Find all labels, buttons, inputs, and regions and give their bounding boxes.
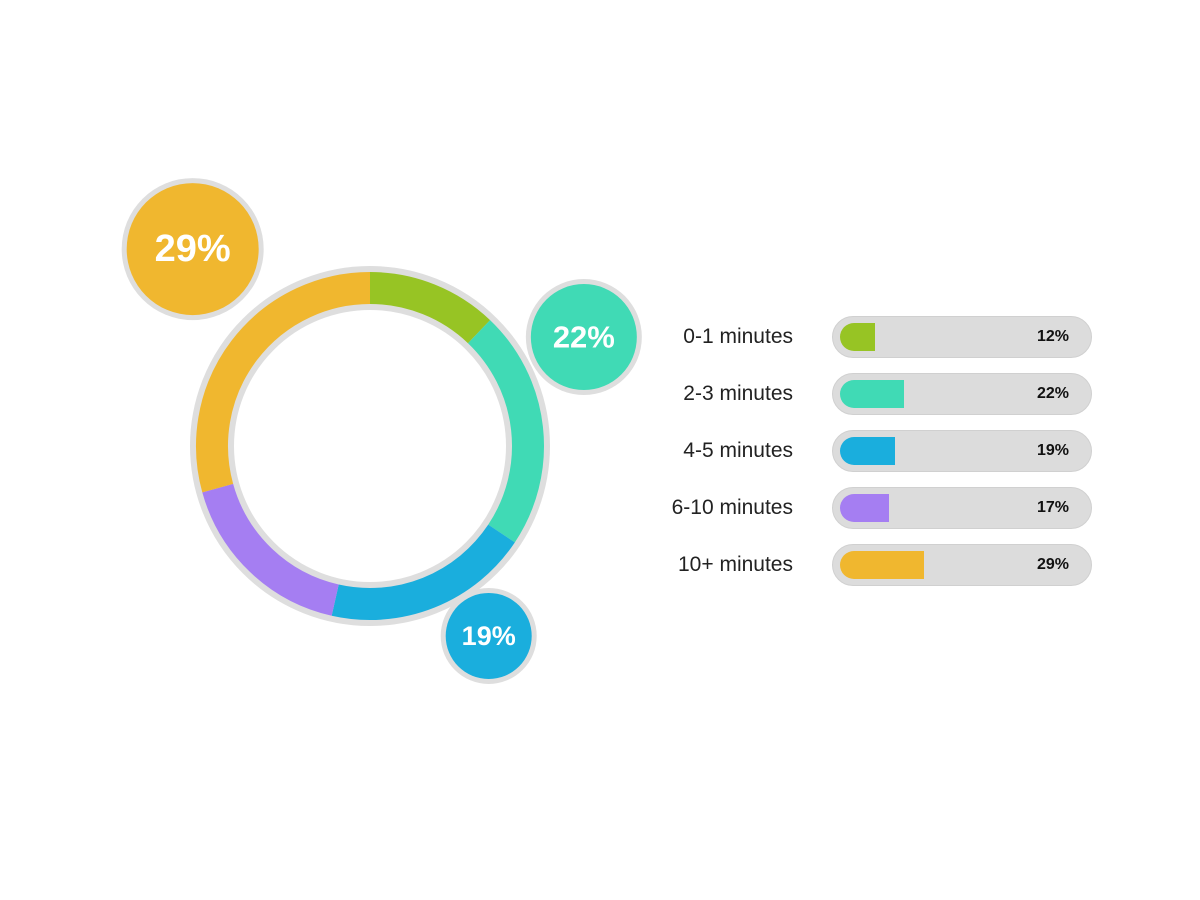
callout-bubble <box>126 183 259 316</box>
bar-fill <box>840 494 889 522</box>
legend-label: 6-10 minutes <box>671 496 793 519</box>
legend-row: 4-5 minutes 19% <box>600 430 1100 472</box>
callout-label: 19% <box>462 621 516 651</box>
callout-label: 29% <box>155 228 231 270</box>
legend-label: 10+ minutes <box>678 553 793 576</box>
bar-value-label: 29% <box>1036 556 1069 573</box>
bar-fill <box>840 380 904 408</box>
donut-segment <box>196 272 371 493</box>
legend-label: 0-1 minutes <box>683 325 793 348</box>
legend-row: 2-3 minutes 22% <box>600 373 1100 415</box>
legend-row: 6-10 minutes 17% <box>600 487 1100 529</box>
bar-track: 17% <box>832 487 1092 529</box>
callout-bubble <box>445 592 532 679</box>
bar-track: 29% <box>832 544 1092 586</box>
legend-row: 0-1 minutes 12% <box>600 316 1100 358</box>
chart-legend: 0-1 minutes 12% 2-3 minutes 22% 4-5 minu… <box>600 316 1100 601</box>
bar-fill <box>840 551 924 579</box>
donut-segment <box>369 272 491 344</box>
bar-track: 19% <box>832 430 1092 472</box>
bar-track: 22% <box>832 373 1092 415</box>
donut-segment <box>202 483 340 616</box>
donut-segment <box>331 524 515 620</box>
callout-bubble <box>530 284 637 391</box>
bar-value-label: 22% <box>1036 385 1069 402</box>
legend-label: 4-5 minutes <box>683 439 793 462</box>
callout-label: 22% <box>553 320 615 355</box>
legend-label: 2-3 minutes <box>683 382 793 405</box>
bar-value-label: 17% <box>1036 499 1069 516</box>
donut-segment <box>467 320 544 543</box>
bar-fill <box>840 323 875 351</box>
bar-value-label: 19% <box>1036 442 1069 459</box>
legend-row: 10+ minutes 29% <box>600 544 1100 586</box>
bar-fill <box>840 437 895 465</box>
bar-value-label: 12% <box>1036 328 1069 345</box>
bar-track: 12% <box>832 316 1092 358</box>
